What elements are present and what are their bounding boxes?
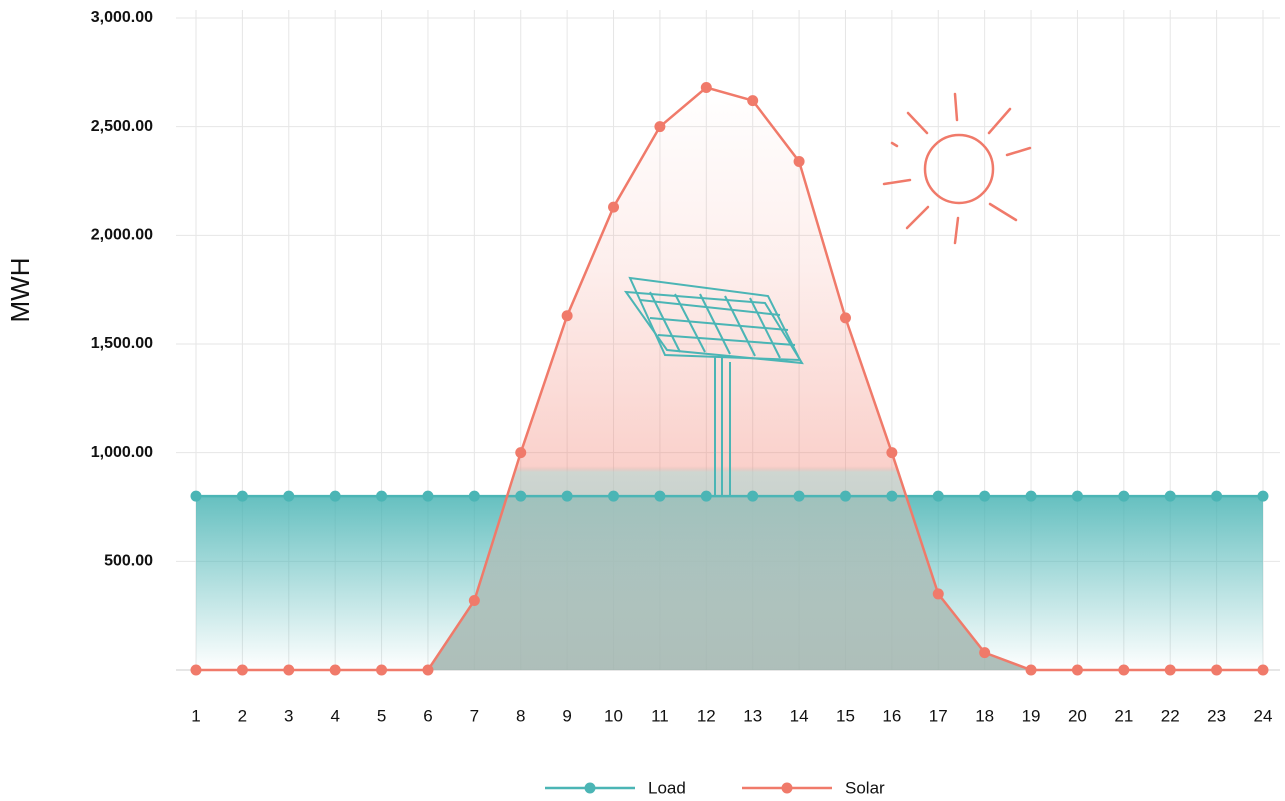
y-tick-label: 500.00 [104,553,153,570]
point [654,491,665,502]
x-tick-label: 10 [604,706,623,725]
point [794,156,805,167]
x-tick-label: 18 [975,706,994,725]
y-tick-label: 2,000.00 [91,227,153,244]
x-tick-label: 20 [1068,706,1087,725]
point [1165,665,1176,676]
x-tick-label: 2 [238,706,247,725]
x-tick-label: 4 [330,706,339,725]
point [886,447,897,458]
point [237,665,248,676]
point [1258,665,1269,676]
x-tick-label: 9 [562,706,571,725]
x-tick-label: 17 [929,706,948,725]
point [608,202,619,213]
point [840,312,851,323]
x-tick-label: 12 [697,706,716,725]
x-tick-label: 15 [836,706,855,725]
point [422,491,433,502]
x-tick-label: 8 [516,706,525,725]
sun-icon [884,94,1030,243]
x-tick-label: 24 [1254,706,1273,725]
chart: MWH 500.00 1,000.00 1,500.00 2,000.00 2,500.… [0,0,1285,801]
point [422,665,433,676]
point [1165,491,1176,502]
x-tick-label: 7 [470,706,479,725]
point [608,491,619,502]
point [1072,491,1083,502]
x-tick-label: 5 [377,706,386,725]
point [701,82,712,93]
x-tick-label: 16 [882,706,901,725]
y-axis-label: MWH [5,258,35,323]
point [1118,491,1129,502]
point [1258,491,1269,502]
x-tick-label: 14 [790,706,809,725]
x-tick-label: 19 [1022,706,1041,725]
point [330,665,341,676]
legend-swatch [782,783,793,794]
point [933,491,944,502]
point [840,491,851,502]
point [562,491,573,502]
point [1118,665,1129,676]
point [701,491,712,502]
point [515,447,526,458]
x-tick-label: 1 [191,706,200,725]
point [886,491,897,502]
legend-label: Solar [845,778,885,797]
point [376,491,387,502]
point [933,588,944,599]
point [562,310,573,321]
point [283,491,294,502]
point [1072,665,1083,676]
point [469,491,480,502]
y-tick-label: 2,500.00 [91,118,153,135]
point [979,647,990,658]
x-tick-label: 11 [651,706,669,725]
y-tick-label: 3,000.00 [91,9,153,26]
point [1211,491,1222,502]
x-tick-label: 13 [743,706,762,725]
x-tick-label: 6 [423,706,432,725]
x-tick-label: 23 [1207,706,1226,725]
x-tick-label: 22 [1161,706,1180,725]
x-tick-label: 21 [1114,706,1133,725]
y-tick-label: 1,500.00 [91,335,153,352]
point [469,595,480,606]
point [283,665,294,676]
point [1026,491,1037,502]
legend-swatch [585,783,596,794]
x-tick-label: 3 [284,706,293,725]
legend-label: Load [648,778,686,797]
point [237,491,248,502]
point [515,491,526,502]
point [1211,665,1222,676]
y-tick-label: 1,000.00 [91,444,153,461]
point [330,491,341,502]
point [191,665,202,676]
point [191,491,202,502]
point [747,95,758,106]
point [376,665,387,676]
point [1026,665,1037,676]
point [794,491,805,502]
point [747,491,758,502]
point [979,491,990,502]
point [654,121,665,132]
